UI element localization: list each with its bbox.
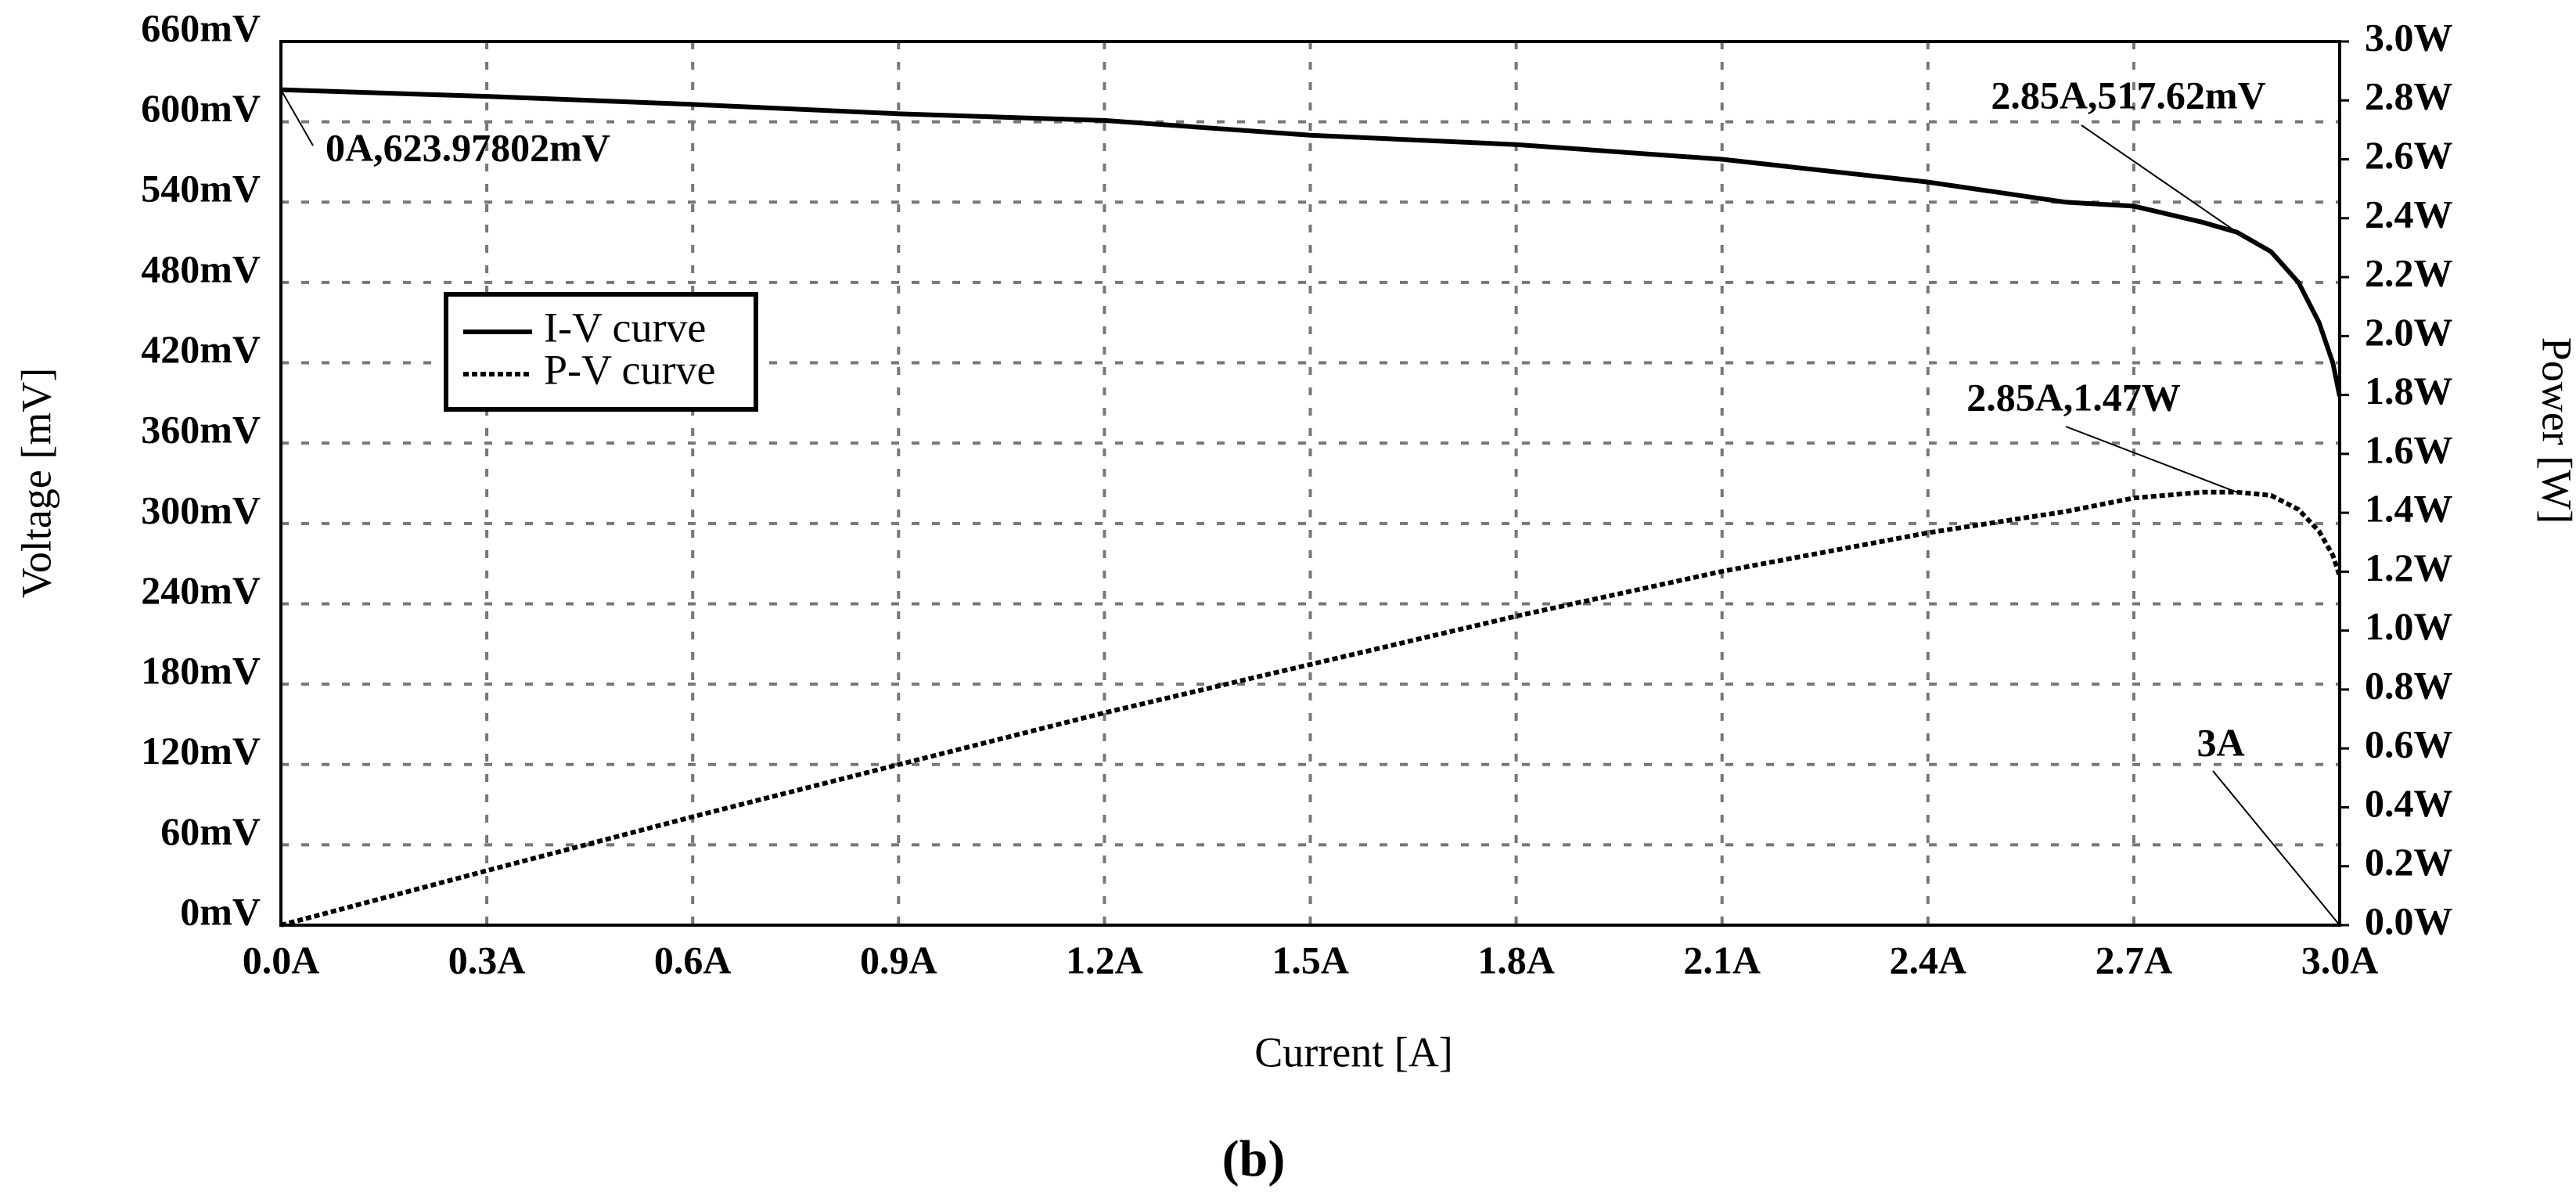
y-tick-label: 300mV (141, 488, 261, 531)
y-tick-label: 600mV (141, 86, 261, 130)
y-tick-label: 540mV (141, 167, 261, 211)
x-tick-label: 0.9A (860, 938, 937, 981)
y2-tick-label: 0.4W (2365, 781, 2453, 825)
x-tick-label: 1.2A (1066, 938, 1143, 981)
x-tick-label: 2.1A (1683, 938, 1761, 981)
y2-tick-label: 0.8W (2365, 663, 2453, 707)
y-tick-label: 420mV (141, 327, 261, 371)
y2-axis-label: Power [W] (2534, 337, 2576, 524)
y2-tick-label: 1.0W (2365, 604, 2453, 648)
legend-box (444, 292, 758, 412)
y2-tick-label: 2.8W (2365, 74, 2453, 118)
x-tick-label: 0.6A (654, 938, 732, 981)
y-tick-label: 60mV (160, 809, 261, 853)
x-axis-label: Current [A] (1254, 1028, 1452, 1075)
y2-tick-label: 0.2W (2365, 840, 2453, 884)
plot-frame (279, 40, 2341, 927)
y2-tick-label: 2.2W (2365, 251, 2453, 295)
x-tick-label: 2.7A (2096, 938, 2173, 981)
y-tick-label: 480mV (141, 247, 261, 290)
legend-label: I-V curve (544, 304, 706, 351)
y-tick-label: 180mV (141, 649, 261, 693)
leader-line (280, 89, 314, 146)
y2-tick-label: 2.4W (2365, 192, 2453, 236)
y2-tick-label: 1.6W (2365, 427, 2453, 471)
series-line (280, 489, 2342, 927)
x-tick-label: 0.0A (243, 938, 320, 981)
annotation: 3A (2196, 720, 2244, 764)
x-tick-label: 1.8A (1477, 938, 1555, 981)
y-tick-label: 360mV (141, 408, 261, 452)
leader-line (2212, 770, 2340, 926)
y2-tick-label: 1.8W (2365, 369, 2453, 412)
annotation: 0A,623.97802mV (326, 125, 610, 169)
y2-tick-label: 0.6W (2365, 722, 2453, 766)
annotation: 2.85A,1.47W (1966, 375, 2181, 419)
x-tick-label: 2.4A (1889, 938, 1966, 981)
legend-label: P-V curve (544, 346, 715, 393)
leader-line (2081, 124, 2238, 233)
x-tick-label: 1.5A (1272, 938, 1349, 981)
leader-line (2065, 426, 2237, 493)
y-tick-label: 120mV (141, 729, 261, 773)
y2-tick-label: 1.2W (2365, 546, 2453, 589)
y2-tick-label: 0.0W (2365, 899, 2453, 942)
y2-tick-label: 3.0W (2365, 15, 2453, 59)
y-axis-label: Voltage [mV] (13, 368, 59, 598)
y2-tick-label: 1.4W (2365, 487, 2453, 531)
series-line (280, 87, 2342, 397)
y2-tick-label: 2.0W (2365, 310, 2453, 354)
caption: (b) (1222, 1130, 1286, 1187)
y2-tick-label: 2.6W (2365, 133, 2453, 177)
x-tick-label: 3.0A (2301, 938, 2379, 981)
annotation: 2.85A,517.62mV (1991, 73, 2265, 117)
y-tick-label: 240mV (141, 568, 261, 612)
y-tick-label: 660mV (141, 5, 261, 49)
y-tick-label: 0mV (180, 889, 261, 933)
x-tick-label: 0.3A (448, 938, 526, 981)
